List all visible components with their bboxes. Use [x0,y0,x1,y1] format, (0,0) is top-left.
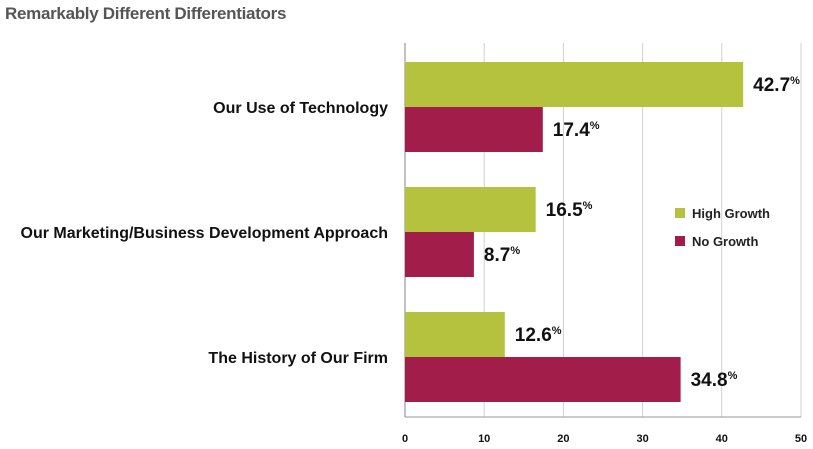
bar-no-growth [405,357,681,402]
x-tick-label: 0 [402,433,408,445]
data-label: 8.7% [484,245,520,266]
category-label: The History of Our Firm [208,350,388,367]
data-label: 34.8% [691,370,738,391]
bar-high-growth [405,187,536,232]
legend-label: High Growth [692,206,770,221]
legend-label: No Growth [692,234,758,249]
bar-no-growth [405,107,543,152]
data-label: 42.7% [753,75,800,96]
category-label: Our Marketing/Business Development Appro… [21,225,388,242]
category-label: Our Use of Technology [213,100,388,117]
x-tick-label: 10 [478,433,490,445]
bar-high-growth [405,312,505,357]
data-label: 12.6% [515,325,562,346]
x-tick-label: 30 [636,433,648,445]
legend-swatch [675,208,685,218]
x-tick-label: 20 [557,433,569,445]
data-label: 16.5% [546,200,593,221]
legend-swatch [675,236,685,246]
chart-title: Remarkably Different Differentiators [5,4,287,23]
data-label: 17.4% [553,120,600,141]
bar-no-growth [405,232,474,277]
x-tick-label: 40 [716,433,728,445]
x-tick-label: 50 [795,433,807,445]
bar-high-growth [405,62,744,107]
